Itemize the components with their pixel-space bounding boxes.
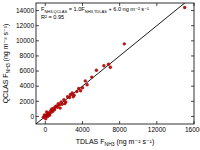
point: [63, 102, 66, 105]
x-tick: [194, 121, 195, 124]
x-tick-label: 4000: [75, 126, 90, 133]
x-axis-label: TDLAS FNH3 (ng m⁻² s⁻¹): [76, 138, 155, 147]
text-run: TDLAS F: [76, 138, 105, 145]
y-axis-label: QCLAS FNH3 (ng m⁻² s⁻¹): [2, 24, 11, 104]
point: [66, 95, 69, 98]
y-tick: [191, 101, 194, 102]
point: [85, 83, 88, 86]
x-tick: [156, 121, 157, 124]
x-tick: [45, 121, 46, 124]
point: [54, 105, 57, 108]
point: [57, 102, 60, 105]
point: [43, 113, 46, 116]
y-tick: [36, 55, 39, 56]
x-tick: [82, 121, 83, 124]
subscript: NH3: [5, 63, 11, 73]
chart: 0 4000 8000 12000 16000 0 2000 4000 6000 8000 1000…: [0, 0, 200, 150]
text-run: (ng m⁻² s⁻¹): [2, 24, 10, 64]
text-run: R² = 0.95: [41, 14, 64, 20]
point: [50, 107, 53, 110]
x-tick: [45, 3, 46, 6]
point: [107, 63, 110, 66]
y-tick-label: 10000: [16, 37, 34, 44]
y-tick: [36, 25, 39, 26]
y-tick: [191, 116, 194, 117]
point: [58, 106, 61, 109]
point: [71, 95, 74, 98]
y-tick: [36, 86, 39, 87]
y-tick-label: 6000: [20, 67, 35, 74]
y-tick: [36, 10, 39, 11]
y-tick-label: 8000: [20, 52, 35, 59]
point: [48, 114, 51, 117]
point: [62, 98, 65, 101]
y-tick: [36, 116, 39, 117]
y-tick-label: 2000: [20, 98, 35, 105]
point: [84, 79, 87, 82]
x-tick-label: 16000: [185, 126, 200, 133]
point: [95, 69, 98, 72]
point: [75, 90, 78, 93]
fit-line: [36, 3, 194, 124]
subscript: NH3,TDLAS: [85, 9, 107, 14]
point: [102, 64, 105, 67]
y-tick: [191, 86, 194, 87]
y-tick-label: 12000: [16, 22, 34, 29]
point: [90, 75, 93, 78]
x-tick-label: 8000: [112, 126, 127, 133]
y-tick: [36, 101, 39, 102]
text-run: + 6.0 ng m⁻² s⁻¹: [107, 6, 149, 12]
point: [69, 93, 72, 96]
text-run: (ng m⁻² s⁻¹): [115, 138, 155, 146]
text-run: = 1.0F: [67, 6, 85, 12]
y-tick: [191, 10, 194, 11]
subscript: NH3: [105, 141, 115, 147]
y-tick: [36, 40, 39, 41]
text-run: QCLAS F: [2, 73, 10, 103]
x-tick: [194, 3, 195, 6]
point: [109, 66, 112, 69]
x-tick-label: 12000: [148, 126, 166, 133]
y-tick: [191, 55, 194, 56]
annotation: R² = 0.95: [41, 14, 64, 20]
point: [81, 86, 84, 89]
x-tick: [156, 3, 157, 6]
y-tick: [191, 25, 194, 26]
point: [123, 42, 126, 45]
x-tick: [119, 121, 120, 124]
y-tick: [191, 40, 194, 41]
y-tick-label: 14000: [16, 7, 34, 14]
plot-area: [36, 3, 194, 124]
y-tick-label: 4000: [20, 82, 35, 89]
point: [79, 89, 82, 92]
y-tick: [191, 71, 194, 72]
y-tick-label: 0: [30, 113, 34, 120]
x-tick-label: 0: [43, 126, 47, 133]
point: [183, 6, 186, 9]
plot-frame: [36, 3, 194, 124]
y-tick: [36, 71, 39, 72]
